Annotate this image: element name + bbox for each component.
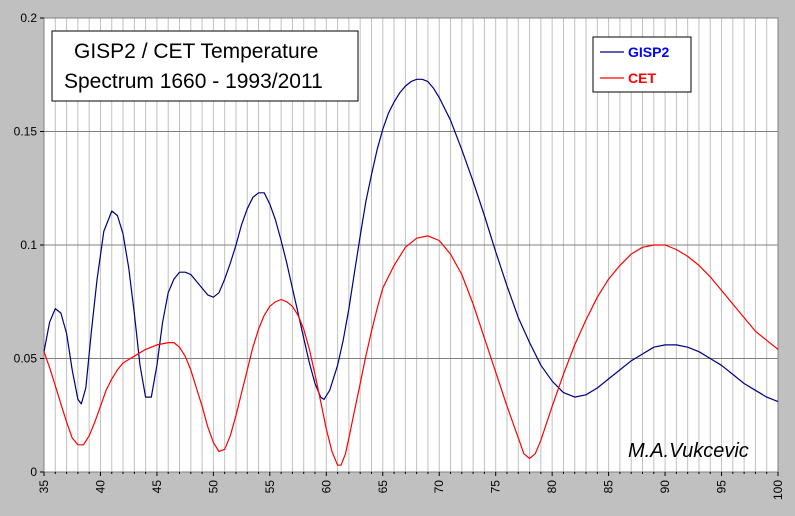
legend-label-cet: CET: [628, 70, 656, 86]
x-tick-label: 80: [545, 480, 559, 494]
x-tick-label: 40: [93, 480, 107, 494]
x-tick-label: 60: [319, 480, 333, 494]
y-tick-label: 0.15: [14, 125, 38, 139]
legend-label-gisp2: GISP2: [628, 44, 669, 60]
series-line-cet: [43, 235, 779, 466]
x-tick-label: 100: [771, 480, 785, 500]
y-tick-label: 0: [30, 465, 37, 479]
chart-title: GISP2 / CET Temperature: [74, 40, 318, 63]
author-annotation: M.A.Vukcevic: [628, 440, 749, 462]
x-tick-label: 45: [150, 480, 164, 494]
y-axis-ticks: 0 0.05 0.1 0.15 0.2: [14, 11, 44, 479]
series-line-gisp2: [43, 78, 779, 405]
y-tick-label: 0.05: [14, 352, 38, 366]
x-tick-label: 75: [489, 480, 503, 494]
x-tick-label: 35: [37, 480, 51, 494]
y-tick-label: 0.1: [20, 238, 37, 252]
x-tick-label: 95: [715, 480, 729, 494]
chart-subtitle: Spectrum 1660 - 1993/2011: [64, 70, 323, 93]
x-tick-label: 90: [658, 480, 672, 494]
x-tick-label: 50: [206, 480, 220, 494]
x-tick-label: 70: [432, 480, 446, 494]
x-tick-label: 65: [376, 480, 390, 494]
x-tick-label: 85: [602, 480, 616, 494]
series-lines: [43, 78, 779, 466]
x-tick-label: 55: [263, 480, 277, 494]
x-axis-ticks: 35 40 45 50 55 60 65 70 75 80 85 90 95 100: [37, 472, 785, 500]
title-box: GISP2 / CET Temperature Spectrum 1660 - …: [51, 30, 359, 102]
legend: GISP2 CET: [592, 36, 692, 93]
y-tick-label: 0.2: [20, 11, 37, 25]
